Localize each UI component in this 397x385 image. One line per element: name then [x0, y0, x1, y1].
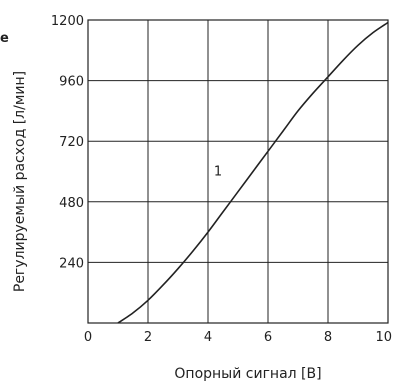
x-tick-label: 10 — [375, 330, 392, 345]
x-tick-label: 4 — [204, 330, 212, 345]
y-tick-label: 240 — [59, 256, 84, 271]
plot-frame — [87, 19, 389, 324]
series-line-1 — [117, 21, 389, 324]
series-label-1: 1 — [214, 164, 222, 179]
x-tick-label: 0 — [84, 330, 92, 345]
y-tick-label: 720 — [59, 135, 84, 150]
x-tick-label: 6 — [264, 330, 272, 345]
y-tick-labels: 240 480 720 960 1200 — [51, 14, 84, 271]
y-tick-label: 960 — [59, 75, 84, 90]
annotations: 1 — [214, 164, 222, 179]
y-axis-label: Регулируемый расход [л/мин] — [12, 71, 28, 292]
grid — [88, 20, 388, 323]
y-tick-label: 480 — [59, 196, 84, 211]
x-tick-label: 8 — [324, 330, 332, 345]
y-tick-label: 1200 — [51, 14, 84, 29]
x-tick-label: 2 — [144, 330, 152, 345]
x-axis-label: Опорный сигнал [В] — [174, 366, 321, 382]
corner-label: e — [0, 31, 9, 46]
x-tick-labels: 0 2 4 6 8 10 — [84, 330, 392, 345]
